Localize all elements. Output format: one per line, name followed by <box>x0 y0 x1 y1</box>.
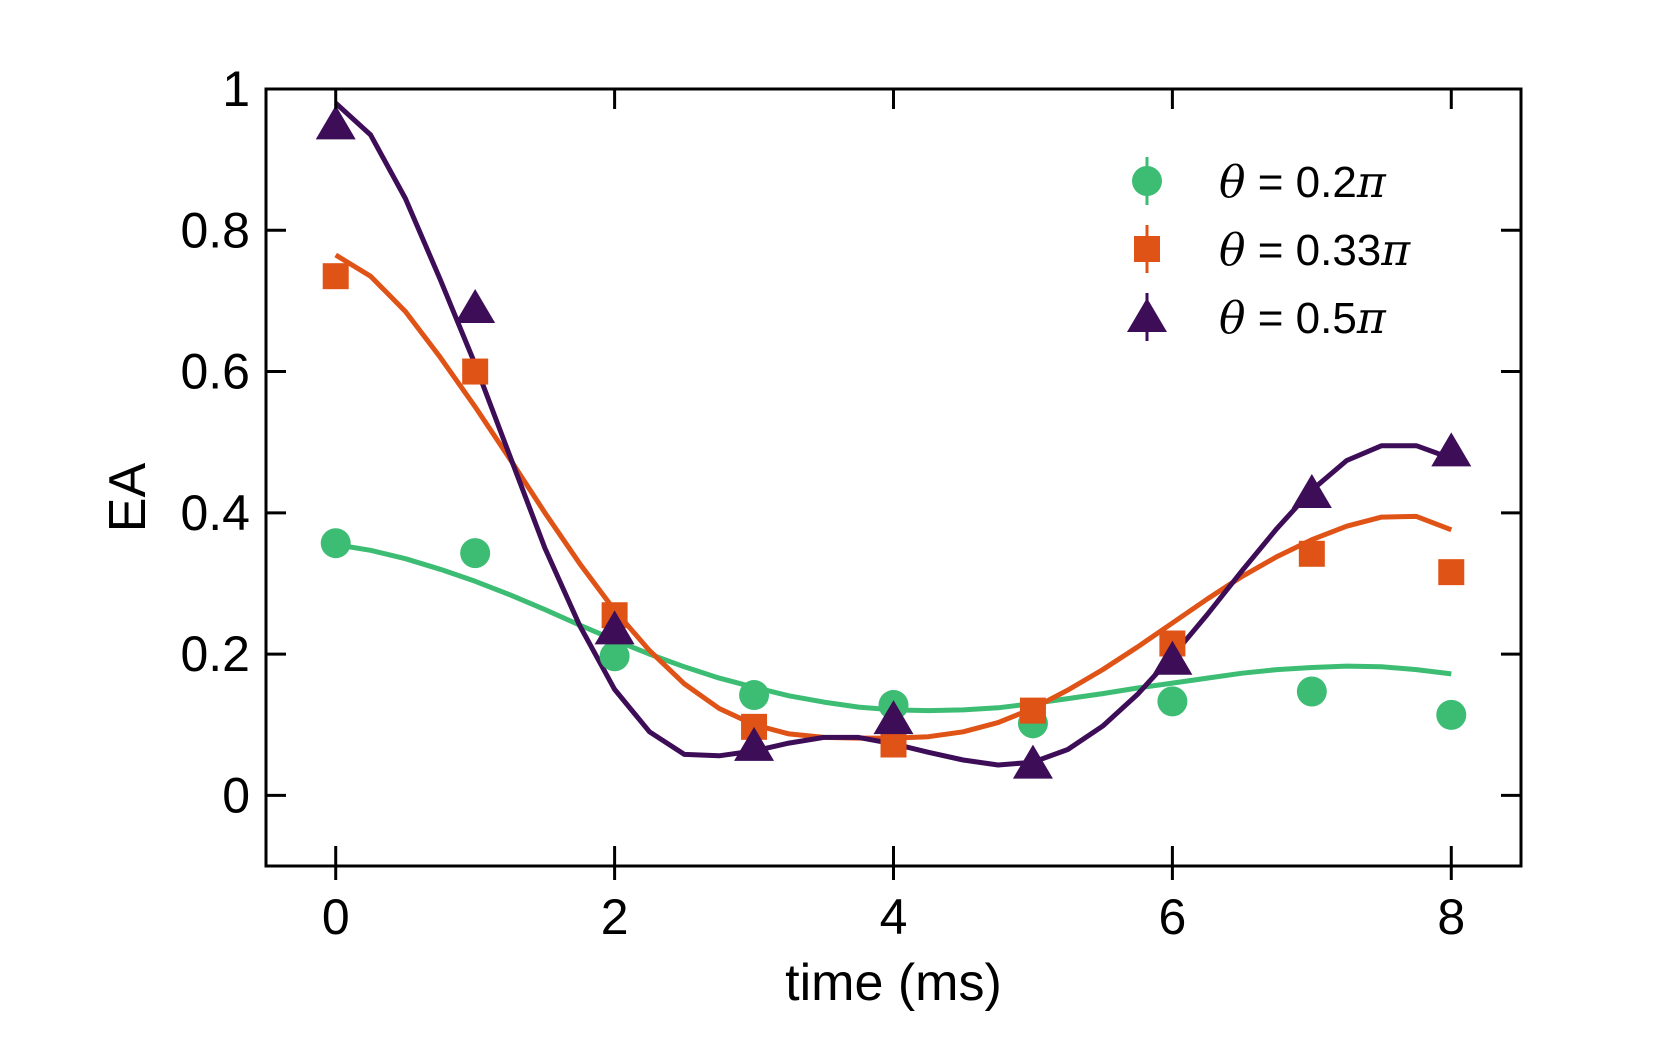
legend: θ = 0.2π θ = 0.33π θ = 0.5π <box>1127 157 1411 344</box>
data-point <box>1012 744 1053 779</box>
data-point <box>739 680 770 711</box>
data-point <box>315 105 356 140</box>
legend-marker <box>1127 298 1167 332</box>
data-point <box>594 610 635 645</box>
data-point <box>455 288 496 323</box>
y-axis-label: EA <box>99 463 157 533</box>
data-point <box>734 726 775 761</box>
tick-labels: 0 2 4 6 8 0 0.2 0.4 0.6 0.8 1 <box>180 61 1465 945</box>
x-tick-label: 4 <box>880 889 908 945</box>
data-point <box>1291 474 1332 509</box>
x-tick-label: 8 <box>1437 889 1465 945</box>
data-point <box>1152 640 1193 675</box>
data-point <box>880 731 907 758</box>
y-tick-label: 0.8 <box>180 202 250 258</box>
x-tick-label: 2 <box>601 889 629 945</box>
data-point <box>873 700 914 735</box>
fit-line <box>335 542 1452 714</box>
legend-label: θ = 0.2π <box>1219 157 1387 208</box>
data-point <box>320 528 351 559</box>
data-point <box>1436 699 1467 730</box>
legend-label: θ = 0.33π <box>1219 225 1411 276</box>
data-point <box>460 538 491 569</box>
x-tick-label: 6 <box>1158 889 1186 945</box>
legend-label: θ = 0.5π <box>1219 293 1387 344</box>
data-point <box>1298 540 1325 567</box>
data-point <box>1431 432 1472 467</box>
y-tick-label: 1 <box>222 61 250 117</box>
data-markers <box>315 105 1472 779</box>
data-point <box>1438 559 1465 586</box>
data-point <box>1296 676 1327 707</box>
axis-ticks <box>266 87 1521 880</box>
data-point <box>322 263 349 290</box>
y-tick-label: 0.2 <box>180 626 250 682</box>
y-tick-label: 0 <box>222 767 250 823</box>
data-point <box>462 358 489 385</box>
legend-marker <box>1134 236 1160 262</box>
data-point <box>1019 697 1046 724</box>
y-tick-label: 0.4 <box>180 485 250 541</box>
x-tick-label: 0 <box>322 889 350 945</box>
data-point <box>1157 686 1188 717</box>
x-axis-label: time (ms) <box>785 954 1002 1012</box>
y-tick-label: 0.6 <box>180 344 250 400</box>
legend-marker <box>1132 166 1162 196</box>
data-point <box>599 641 630 672</box>
